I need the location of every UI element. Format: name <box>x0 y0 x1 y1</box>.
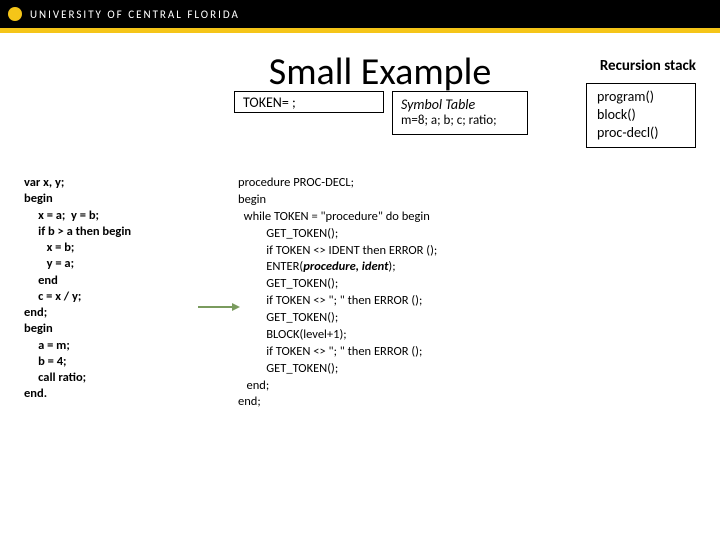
proc-line: GET_TOKEN(); <box>238 310 338 325</box>
stack-item: block() <box>597 106 685 124</box>
proc-line: end; <box>238 378 269 393</box>
proc-line: GET_TOKEN(); <box>238 276 338 291</box>
proc-line: BLOCK(level+1); <box>238 327 347 342</box>
procedure-code: procedure PROC-DECL; begin while TOKEN =… <box>238 175 437 411</box>
symbol-table-content: m=8; a; b; c; ratio; <box>401 113 519 130</box>
symbol-table-box: Symbol Table m=8; a; b; c; ratio; <box>392 91 528 135</box>
recursion-stack-label: Recursion stack <box>600 57 696 75</box>
top-boxes: TOKEN= ; Symbol Table m=8; a; b; c; rati… <box>234 91 528 135</box>
proc-line: procedure PROC-DECL; <box>238 175 354 190</box>
proc-line: while TOKEN = "procedure" do begin <box>238 209 430 224</box>
slide-content: Small Example Recursion stack TOKEN= ; S… <box>0 33 720 421</box>
symbol-table-title: Symbol Table <box>401 96 519 113</box>
proc-line: if TOKEN <> "; " then ERROR (); <box>238 293 422 308</box>
university-name: UNIVERSITY OF CENTRAL FLORIDA <box>30 8 240 21</box>
source-code: var x, y; begin x = a; y = b; if b > a t… <box>20 175 220 411</box>
proc-line: ENTER(procedure, ident); <box>238 259 396 274</box>
proc-line: GET_TOKEN(); <box>238 361 338 376</box>
proc-line: end; <box>238 394 261 409</box>
recursion-stack-box: program() block() proc-decl() <box>586 83 696 148</box>
arrow-icon <box>198 301 240 313</box>
proc-line: if TOKEN <> IDENT then ERROR (); <box>238 243 437 258</box>
proc-line: if TOKEN <> "; " then ERROR (); <box>238 344 422 359</box>
proc-line: GET_TOKEN(); <box>238 226 338 241</box>
proc-line: begin <box>238 192 266 207</box>
stack-item: proc-decl() <box>597 124 685 142</box>
logo-icon <box>8 7 22 21</box>
token-box: TOKEN= ; <box>234 91 384 113</box>
header-bar: UNIVERSITY OF CENTRAL FLORIDA <box>0 0 720 28</box>
stack-item: program() <box>597 88 685 106</box>
main-content-row: var x, y; begin x = a; y = b; if b > a t… <box>20 175 700 411</box>
